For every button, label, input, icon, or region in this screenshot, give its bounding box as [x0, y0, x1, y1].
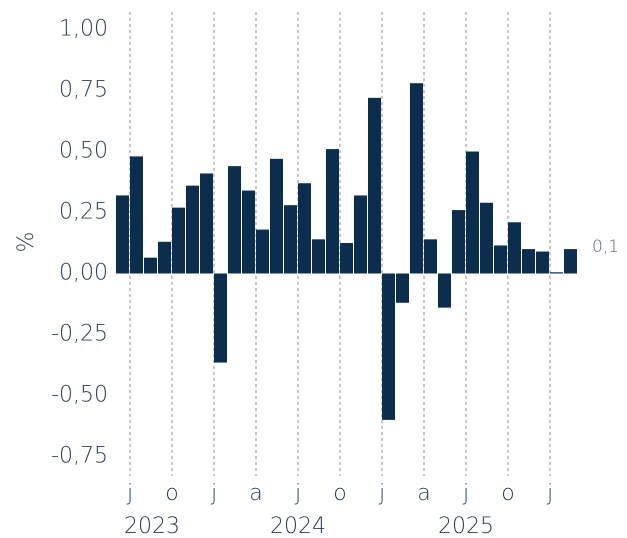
bar [256, 229, 269, 274]
bar [396, 273, 409, 303]
value-label: 0,1 [592, 237, 619, 257]
y-tick-label: 1,00 [59, 17, 108, 42]
bar [186, 185, 199, 274]
bar [144, 257, 157, 274]
year-label: 2024 [270, 514, 326, 538]
x-tick-label: a [417, 481, 430, 506]
bar [228, 166, 241, 274]
x-tick-label: o [501, 481, 514, 506]
x-tick-label: j [378, 481, 385, 506]
bar [242, 190, 255, 274]
bar [522, 249, 535, 274]
x-tick-label: j [210, 481, 217, 506]
y-tick-label: 0,50 [59, 139, 108, 164]
y-tick-label: 0,75 [59, 78, 108, 103]
bar [368, 97, 381, 274]
bar [340, 243, 353, 274]
bar [116, 195, 129, 274]
y-tick-label: -0,75 [51, 443, 108, 468]
year-label: 2023 [124, 514, 180, 538]
x-tick-label: o [333, 481, 346, 506]
bar [550, 272, 563, 274]
x-tick-label: j [462, 481, 469, 506]
y-tick-label: -0,25 [51, 321, 108, 346]
bar [480, 202, 493, 274]
bar [354, 195, 367, 274]
bar [284, 205, 297, 274]
bar [564, 249, 577, 274]
bar [508, 222, 521, 274]
bar [424, 239, 437, 274]
bar [172, 207, 185, 274]
x-tick-label: a [249, 481, 262, 506]
y-axis-label: % [14, 232, 39, 253]
bar [536, 251, 549, 274]
bar [382, 273, 395, 420]
bar [158, 241, 171, 274]
x-tick-label: o [165, 481, 178, 506]
bar [438, 273, 451, 308]
year-label: 2025 [438, 514, 494, 538]
bar [298, 183, 311, 274]
bar [270, 158, 283, 274]
x-tick-label: j [546, 481, 553, 506]
bar [410, 83, 423, 274]
bar [130, 156, 143, 274]
bar [466, 151, 479, 274]
bar [214, 273, 227, 363]
bar [326, 149, 339, 274]
bar [200, 173, 213, 274]
x-tick-label: j [294, 481, 301, 506]
x-tick-label: j [126, 481, 133, 506]
bar [312, 239, 325, 274]
y-tick-label: 0,00 [59, 260, 108, 285]
y-tick-label: 0,25 [59, 200, 108, 225]
bar [452, 210, 465, 274]
y-tick-label: -0,50 [51, 382, 108, 407]
bar [494, 245, 507, 274]
